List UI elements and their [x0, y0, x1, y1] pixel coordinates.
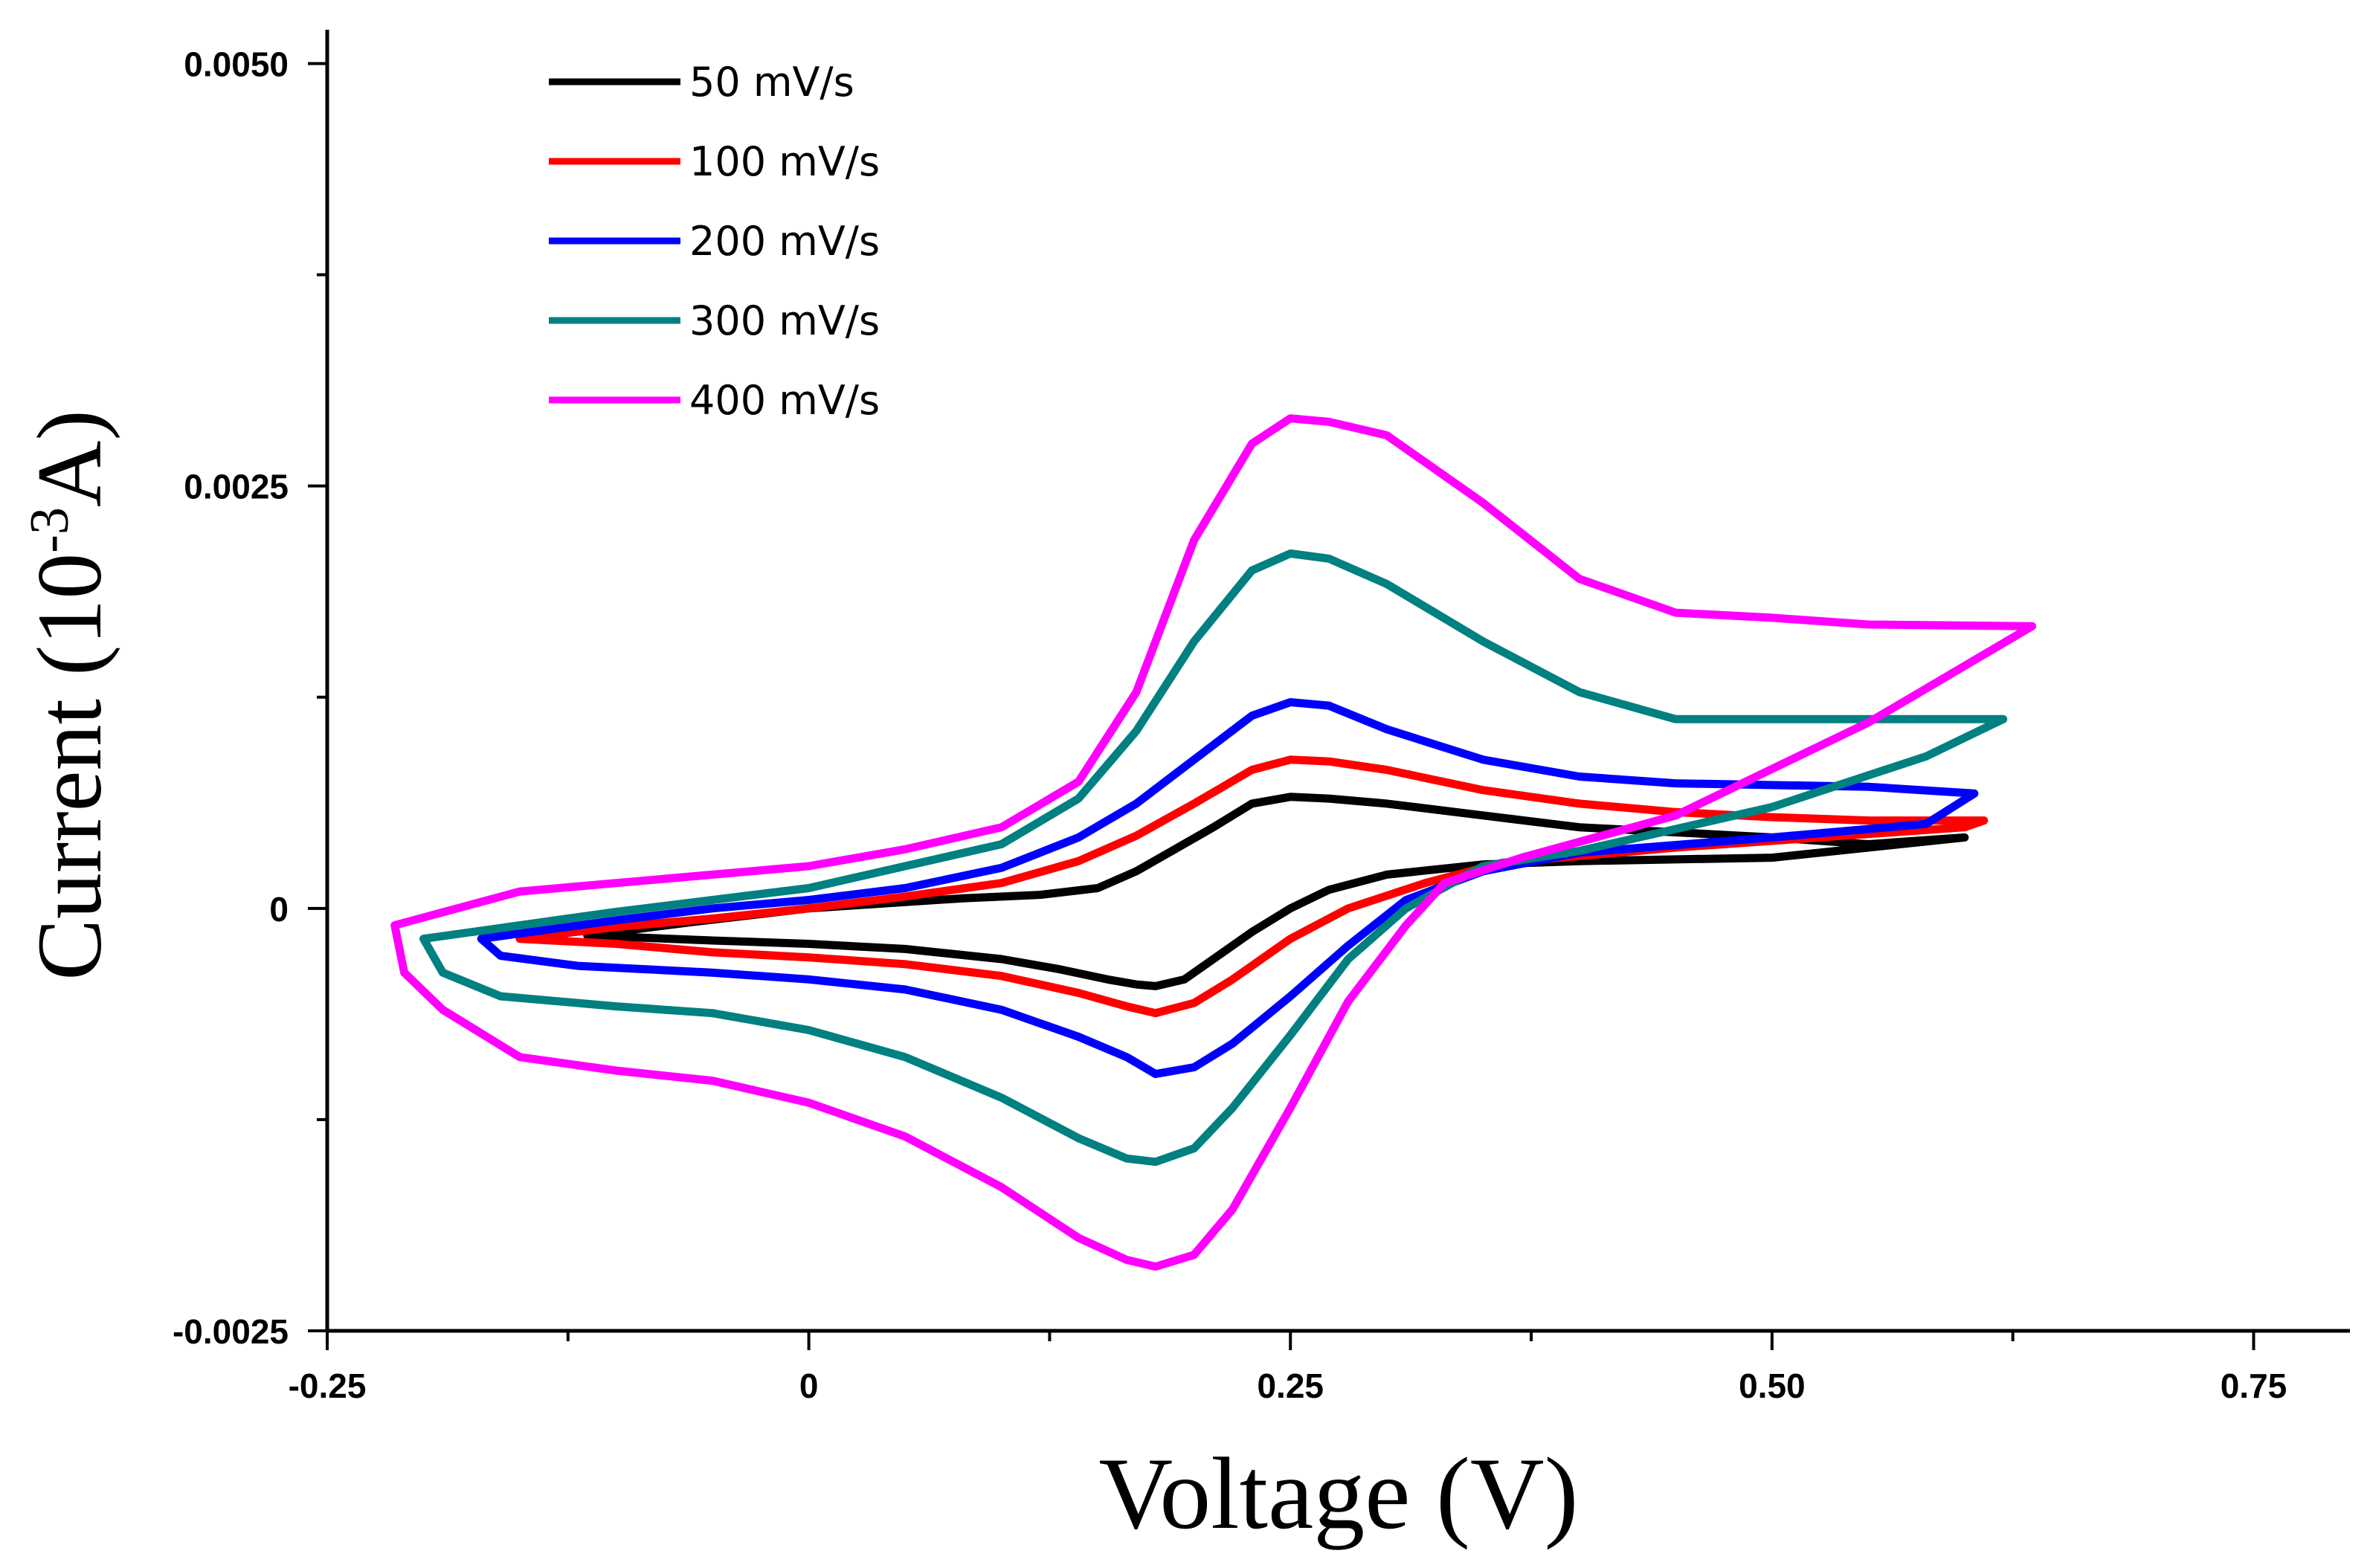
x-tick-label: 0: [799, 1367, 819, 1405]
axes: [325, 30, 2350, 1333]
legend: 50 mV/s 100 mV/s 200 mV/s 300 mV/s 400 mV/s: [549, 59, 880, 424]
y-tick-label: 0: [269, 890, 289, 929]
x-tick-label: -0.25: [289, 1367, 367, 1405]
y-title-unit: A): [19, 410, 120, 507]
x-tick-label: 0.50: [1739, 1367, 1806, 1405]
legend-label-4: 400 mV/s: [689, 377, 880, 424]
x-tick-label: 0.75: [2221, 1367, 2287, 1405]
legend-label-3: 300 mV/s: [689, 297, 880, 344]
y-title-exponent: -3: [19, 507, 80, 553]
legend-label-2: 200 mV/s: [689, 218, 880, 265]
x-tick-label: 0.25: [1257, 1367, 1324, 1405]
legend-label-1: 100 mV/s: [689, 138, 880, 185]
series-line-4: [390, 414, 2037, 1271]
series-line-0: [583, 793, 1969, 990]
legend-label-0: 50 mV/s: [689, 59, 854, 106]
y-axis-title: Current (10-3A): [19, 410, 120, 981]
x-axis-title: Voltage (V): [1098, 1436, 1578, 1550]
y-title-main: Current (10: [19, 553, 120, 981]
series-layer: [390, 414, 2037, 1271]
y-tick-label: -0.0025: [173, 1312, 289, 1351]
series-line-3: [419, 549, 2008, 1167]
y-tick-label: 0.0050: [184, 45, 289, 83]
ticks: -0.0025 0 0.0025 0.0050 -0.25 0 0.25 0.50 0.75: [173, 45, 2287, 1405]
y-tick-label: 0.0025: [184, 468, 289, 506]
series-line-2: [477, 698, 1979, 1078]
